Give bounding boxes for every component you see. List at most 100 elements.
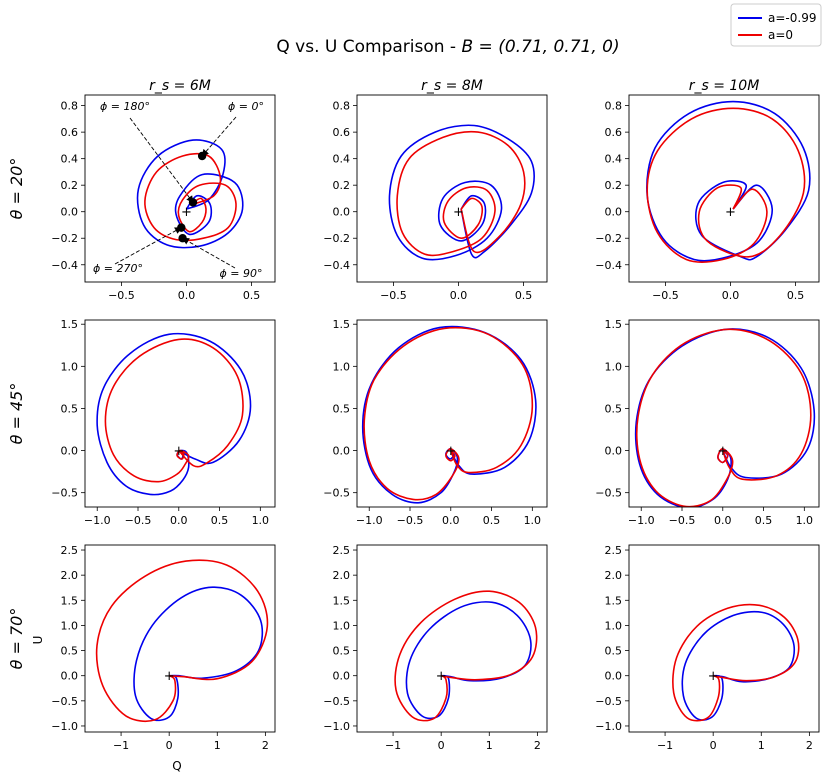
y-tick-label: 1.5 — [61, 594, 79, 607]
panel-plot-area — [136, 139, 244, 249]
panel-plot-area — [634, 328, 816, 507]
panel-plot-area — [388, 124, 535, 261]
y-tick-label: 2.5 — [605, 544, 623, 557]
x-tick-label: −0.5 — [397, 514, 424, 527]
series-line-a0 — [646, 107, 806, 263]
y-tick-label: −0.5 — [51, 695, 78, 708]
y-tick-label: 0.0 — [333, 670, 351, 683]
y-tick-label: −1.0 — [323, 720, 350, 733]
axis-labels: QU — [31, 636, 182, 773]
series-line-a0 — [672, 603, 800, 722]
y-tick-label: 0.0 — [605, 206, 623, 219]
y-tick-label: 0.0 — [61, 670, 79, 683]
y-tick-label: 2.0 — [333, 569, 351, 582]
y-tick-label: 0.5 — [333, 402, 351, 415]
origin-marker: + — [453, 205, 464, 220]
y-tick-label: 1.0 — [61, 619, 79, 632]
y-tick-label: 1.0 — [333, 360, 351, 373]
x-tick-label: 0 — [438, 739, 445, 752]
origin-marker: + — [164, 669, 175, 684]
y-tick-label: −1.0 — [51, 720, 78, 733]
origin-marker: + — [708, 669, 719, 684]
row-label-1: θ = 45° — [7, 383, 26, 445]
column-headers: r_s = 6M r_s = 8M r_s = 10M — [149, 78, 759, 94]
series-line-a0 — [396, 130, 526, 257]
y-tick-label: 1.0 — [61, 360, 79, 373]
x-tick-label: 0.0 — [170, 514, 188, 527]
panel-r1-c0: −1.0 −0.5 0.0 0.5 1.0 −0.5 0.0 0.5 1.0 1.5 + — [51, 318, 276, 527]
x-tick-label: 0.5 — [755, 514, 773, 527]
panel-r1-c1: −1.0 −0.5 0.0 0.5 1.0 −0.5 0.0 0.5 1.0 1.5 + — [323, 318, 548, 527]
annotation-arrow-1 — [129, 117, 194, 204]
x-tick-label: 2 — [262, 739, 269, 752]
panel-plot-area — [394, 590, 538, 722]
annotation-arrow-3 — [181, 237, 236, 269]
y-tick-label: 0.2 — [605, 179, 623, 192]
x-tick-label: 1 — [486, 739, 493, 752]
y-tick-label: 0.4 — [605, 153, 623, 166]
y-tick-label: 0.6 — [333, 126, 351, 139]
annotation-point-0 — [197, 151, 207, 161]
y-tick-label: 0.5 — [61, 645, 79, 658]
x-tick-label: 0 — [166, 739, 173, 752]
series-line-a-neg099 — [96, 332, 252, 496]
panel-r0-c0: −0.5 0.0 0.5 −0.4 −0.2 0.0 0.2 0.4 0.6 0.8 + ϕ = 0°… — [51, 94, 276, 302]
y-tick-label: 0.4 — [333, 153, 351, 166]
y-tick-label: −0.4 — [595, 259, 622, 272]
y-tick-label: 0.4 — [61, 153, 79, 166]
y-tick-label: 0.8 — [605, 100, 623, 113]
legend-label-1: a=0 — [768, 28, 793, 42]
annotation-label-3: ϕ = 90° — [220, 267, 263, 280]
x-tick-label: 2 — [806, 739, 813, 752]
origin-marker: + — [725, 205, 736, 220]
panel-frame — [628, 544, 820, 733]
column-header-2: r_s = 10M — [689, 78, 760, 94]
panel-r0-c2: −0.5 0.0 0.5 −0.4 −0.2 0.0 0.2 0.4 0.6 0.8 + — [595, 94, 820, 302]
y-tick-label: 0.0 — [61, 445, 79, 458]
y-tick-label: 1.5 — [333, 318, 351, 331]
panel-plot-area — [96, 332, 252, 496]
series-line-a0 — [635, 328, 812, 507]
series-line-a-neg099 — [361, 325, 537, 504]
y-tick-label: −0.5 — [595, 695, 622, 708]
y-tick-label: 0.5 — [333, 645, 351, 658]
x-tick-label: −1 — [113, 739, 129, 752]
y-tick-label: 1.5 — [605, 594, 623, 607]
y-tick-label: 0.2 — [61, 179, 79, 192]
annotation-label-1: ϕ = 180° — [100, 100, 150, 113]
origin-marker: + — [181, 205, 192, 220]
y-tick-label: 1.5 — [61, 318, 79, 331]
y-tick-label: −0.5 — [323, 695, 350, 708]
y-tick-label: 2.5 — [61, 544, 79, 557]
y-tick-label: −0.2 — [323, 232, 350, 245]
y-tick-label: 1.0 — [605, 619, 623, 632]
x-tick-label: −0.5 — [380, 289, 407, 302]
y-tick-label: −0.5 — [51, 487, 78, 500]
series-line-a-neg099 — [133, 586, 264, 722]
y-tick-label: 1.0 — [333, 619, 351, 632]
y-tick-label: 0.0 — [61, 206, 79, 219]
y-axis-label: U — [31, 636, 45, 645]
series-line-a0 — [95, 559, 269, 723]
panel-frame — [356, 319, 548, 508]
row-label-2: θ = 70° — [7, 608, 26, 670]
panel-r2-c0: −1 0 1 2 −1.0 −0.5 0.0 0.5 1.0 1.5 2.0 2.5 + — [51, 544, 276, 752]
panel-r2-c1: −1 0 1 2 −1.0 −0.5 0.0 0.5 1.0 1.5 2.0 2.5 + — [323, 544, 548, 752]
x-tick-label: −1 — [657, 739, 673, 752]
panel-plot-area — [95, 559, 269, 723]
y-tick-label: 2.0 — [61, 569, 79, 582]
annotation-point-1 — [188, 198, 198, 207]
x-tick-label: −0.5 — [125, 514, 152, 527]
y-tick-label: −0.2 — [595, 232, 622, 245]
y-tick-label: −1.0 — [595, 720, 622, 733]
series-line-a0 — [144, 152, 237, 242]
column-header-1: r_s = 8M — [421, 78, 483, 94]
y-tick-label: 0.5 — [605, 402, 623, 415]
x-tick-label: 0.5 — [787, 289, 805, 302]
series-line-a0 — [104, 338, 244, 483]
x-tick-label: −1 — [385, 739, 401, 752]
annotation-point-2 — [177, 223, 186, 232]
y-tick-label: −0.2 — [51, 232, 78, 245]
series-line-a0 — [394, 590, 538, 722]
